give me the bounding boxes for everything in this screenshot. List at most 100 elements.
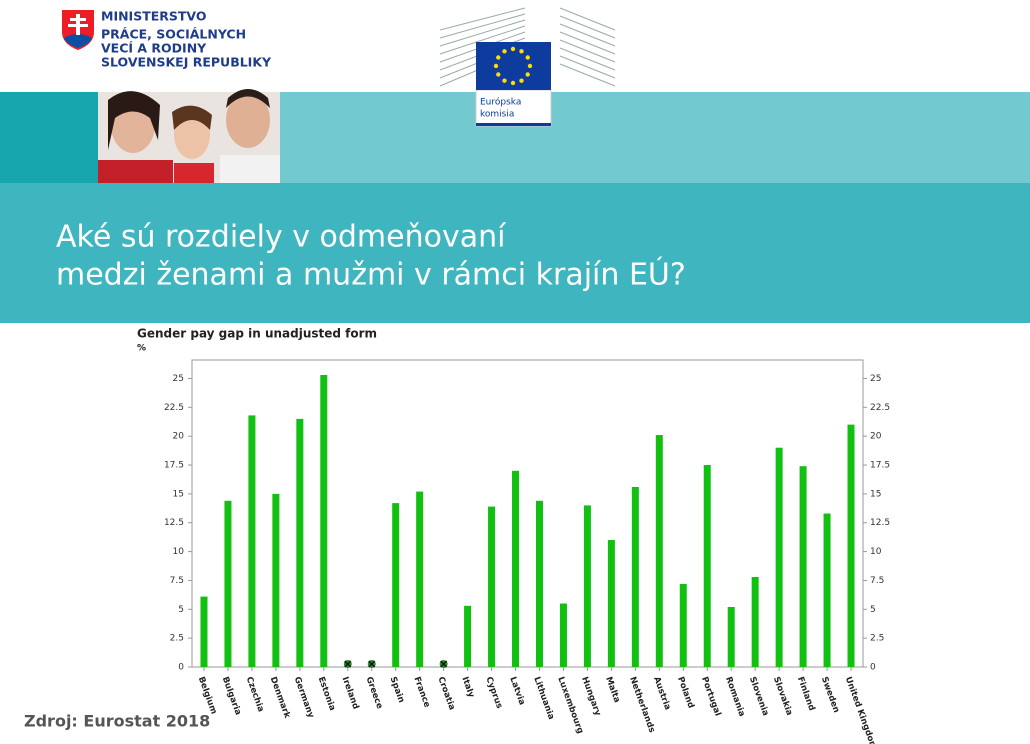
bar <box>559 603 567 667</box>
y2-tick-label: 12.5 <box>870 518 890 528</box>
star <box>525 72 530 77</box>
y2-tick-label: 25 <box>870 374 881 384</box>
y-tick-label: 22.5 <box>164 403 184 413</box>
commission-text: komisia <box>480 110 514 120</box>
x-tick-label: Bulgaria <box>220 675 243 716</box>
y-tick-label: 12.5 <box>164 518 184 528</box>
bar <box>775 447 783 667</box>
x-tick-label: Sweden <box>819 675 841 714</box>
bar <box>751 576 759 667</box>
x-tick-label: Croatia <box>435 675 456 711</box>
x-tick-label: Portugal <box>699 675 722 717</box>
bar <box>847 424 855 667</box>
bar <box>272 493 280 667</box>
star <box>502 49 507 54</box>
bar <box>464 605 472 667</box>
y2-tick-label: 7.5 <box>870 576 884 586</box>
bar <box>535 500 543 667</box>
y2-tick-label: 10 <box>870 547 882 557</box>
y-tick-label: 2.5 <box>170 634 184 644</box>
title-band <box>0 183 1030 323</box>
bar <box>679 583 687 667</box>
bar <box>320 375 328 667</box>
photo <box>98 89 280 183</box>
bar <box>488 506 496 667</box>
bar <box>416 491 424 667</box>
y-tick-label: 17.5 <box>164 461 184 471</box>
header-band-dark <box>0 92 98 183</box>
missing-marker <box>440 660 448 668</box>
chart-title: Gender pay gap in unadjusted form <box>137 327 377 341</box>
x-tick-label: Latvia <box>507 675 527 706</box>
slide-title: medzi ženami a mužmi v rámci krajín EÚ? <box>56 256 686 293</box>
bar <box>200 596 208 667</box>
x-tick-label: Poland <box>675 675 696 709</box>
x-tick-label: Austria <box>651 675 672 711</box>
star <box>493 63 499 69</box>
y2-tick-label: 5 <box>870 605 876 615</box>
ministry-line: MINISTERSTVO <box>101 9 207 24</box>
y-axis-label: % <box>137 344 146 354</box>
source: Zdroj: Eurostat 2018 <box>24 712 210 731</box>
star <box>527 63 533 69</box>
y-tick-label: 0 <box>178 663 184 673</box>
y2-tick-label: 22.5 <box>870 403 890 413</box>
y2-tick-label: 17.5 <box>870 461 890 471</box>
y-tick-label: 25 <box>173 374 184 384</box>
ministry-logo <box>62 10 94 50</box>
x-tick-label: Denmark <box>268 675 292 719</box>
bar <box>799 466 807 667</box>
bar <box>727 606 735 667</box>
x-tick-label: France <box>411 675 431 709</box>
x-tick-label: Italy <box>459 675 476 699</box>
x-tick-label: Spain <box>388 675 407 704</box>
y-tick-label: 10 <box>173 547 185 557</box>
star <box>496 55 501 60</box>
bar <box>224 500 232 667</box>
star <box>502 78 507 83</box>
y-tick-label: 20 <box>173 432 185 442</box>
x-tick-label: Cyprus <box>483 675 504 710</box>
bar <box>583 505 591 667</box>
x-tick-label: Czechia <box>244 675 266 713</box>
y2-tick-label: 2.5 <box>870 634 884 644</box>
bar <box>248 415 256 667</box>
missing-marker <box>368 660 376 668</box>
ministry-line: SLOVENSKEJ REPUBLIKY <box>101 55 272 70</box>
star <box>510 80 516 86</box>
bar <box>607 540 615 667</box>
x-tick-label: Greece <box>364 675 385 710</box>
y-tick-label: 7.5 <box>170 576 184 586</box>
x-tick-label: Germany <box>292 675 316 719</box>
bar <box>392 503 400 667</box>
star <box>510 46 516 52</box>
x-tick-label: Hungary <box>579 675 602 717</box>
y2-tick-label: 0 <box>870 663 876 673</box>
x-tick-label: Slovakia <box>771 675 794 717</box>
x-tick-label: Slovenia <box>747 675 770 717</box>
y-tick-label: 15 <box>173 489 184 499</box>
star <box>519 49 524 54</box>
x-tick-label: Romania <box>723 675 747 718</box>
commission-text: Európska <box>480 97 521 108</box>
commission-logo <box>439 7 616 127</box>
ministry-line: VECÍ A RODINY <box>101 41 207 56</box>
x-tick-label: Lithuania <box>531 675 556 721</box>
x-tick-label: United Kingdom <box>843 675 879 744</box>
bar <box>655 435 663 667</box>
y2-tick-label: 15 <box>870 489 881 499</box>
missing-marker <box>344 660 352 668</box>
bar <box>512 470 520 667</box>
bar <box>823 513 831 667</box>
x-tick-label: Malta <box>603 675 622 704</box>
x-tick-label: Netherlands <box>627 675 657 734</box>
x-tick-label: Belgium <box>196 675 219 715</box>
bar <box>296 418 304 667</box>
ministry-line: PRÁCE, SOCIÁLNYCH <box>101 27 246 42</box>
star <box>519 78 524 83</box>
x-tick-label: Estonia <box>316 675 338 712</box>
y2-tick-label: 20 <box>870 432 882 442</box>
star <box>525 55 530 60</box>
plot-area <box>191 359 864 668</box>
